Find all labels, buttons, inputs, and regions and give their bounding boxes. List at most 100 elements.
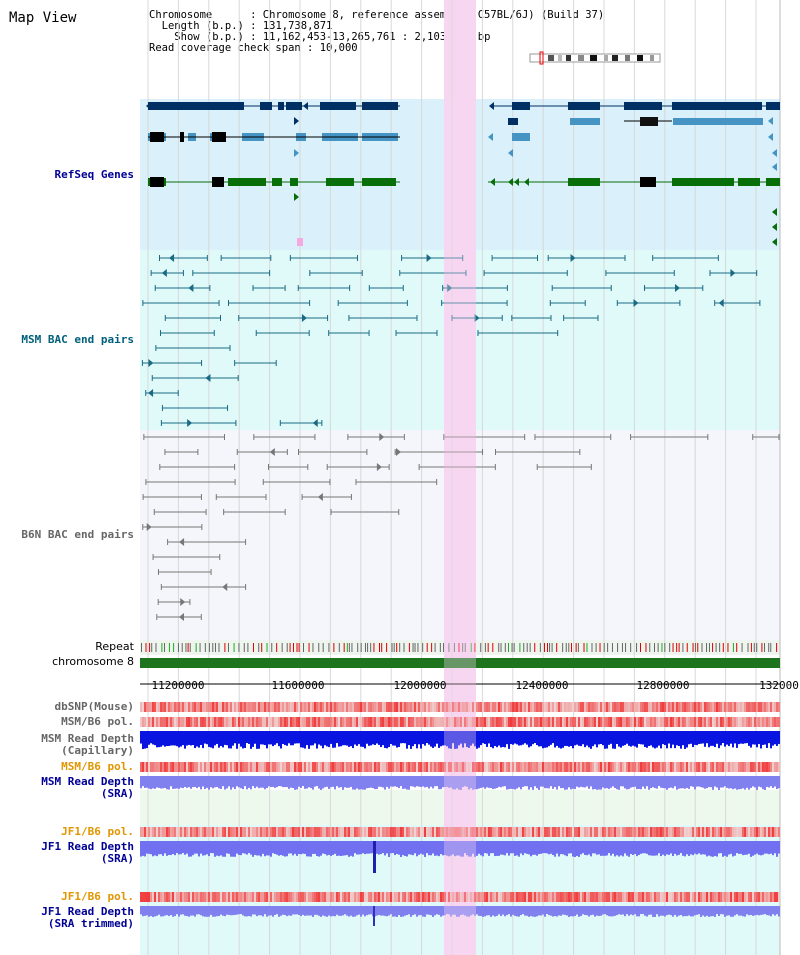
coverage-cell bbox=[356, 827, 358, 837]
coverage-cell bbox=[426, 717, 428, 727]
coverage-cell bbox=[168, 762, 170, 772]
read-depth-bar bbox=[250, 776, 252, 790]
coverage-cell bbox=[588, 717, 590, 727]
repeat-element bbox=[568, 643, 570, 652]
msm-bac-label[interactable]: MSM BAC end pairs bbox=[21, 333, 134, 346]
coverage-cell bbox=[742, 702, 744, 712]
coverage-cell bbox=[328, 892, 330, 902]
coverage-cell bbox=[380, 762, 382, 772]
coverage-cell bbox=[564, 827, 566, 837]
coverage-cell bbox=[726, 762, 728, 772]
jf1-depth-trimmed-label[interactable]: JF1 Read Depth (SRA trimmed) bbox=[41, 906, 134, 930]
coverage-cell bbox=[286, 702, 288, 712]
coverage-cell bbox=[434, 892, 436, 902]
read-depth-bar bbox=[464, 841, 466, 854]
read-depth-bar bbox=[696, 841, 698, 855]
coverage-cell bbox=[646, 827, 648, 837]
coverage-cell bbox=[420, 827, 422, 837]
read-depth-bar bbox=[382, 841, 384, 854]
msm-b6-pol-sra-label[interactable]: MSM/B6 pol. bbox=[61, 760, 134, 773]
coverage-cell bbox=[236, 892, 238, 902]
read-depth-bar bbox=[500, 731, 502, 748]
read-depth-bar bbox=[700, 731, 702, 744]
coverage-cell bbox=[300, 702, 302, 712]
dbsnp-label[interactable]: dbSNP(Mouse) bbox=[54, 700, 134, 713]
coverage-cell bbox=[718, 827, 720, 837]
read-depth-bar bbox=[262, 776, 264, 788]
read-depth-bar bbox=[576, 841, 578, 856]
read-depth-bar bbox=[766, 906, 768, 916]
coverage-cell bbox=[418, 827, 420, 837]
b6n-bac-label[interactable]: B6N BAC end pairs bbox=[21, 528, 134, 541]
msm-b6-pol-label[interactable]: MSM/B6 pol. bbox=[61, 715, 134, 728]
read-depth-bar bbox=[420, 906, 422, 916]
coverage-cell bbox=[514, 827, 516, 837]
read-depth-bar bbox=[194, 731, 196, 749]
coverage-cell bbox=[228, 762, 230, 772]
coverage-cell bbox=[412, 827, 414, 837]
msm-depth-capillary-label[interactable]: MSM Read Depth (Capillary) bbox=[41, 733, 134, 757]
read-depth-bar bbox=[756, 906, 758, 915]
coverage-cell bbox=[638, 892, 640, 902]
coverage-cell bbox=[680, 827, 682, 837]
coverage-cell bbox=[466, 892, 468, 902]
refseq-genes-label[interactable]: RefSeq Genes bbox=[54, 168, 134, 181]
read-depth-bar bbox=[334, 906, 336, 917]
coverage-cell bbox=[390, 702, 392, 712]
coverage-cell bbox=[692, 892, 694, 902]
read-depth-bar bbox=[474, 906, 476, 916]
jf1-pol-trimmed-label[interactable]: JF1/B6 pol. bbox=[61, 890, 134, 903]
repeat-element bbox=[761, 643, 763, 652]
read-depth-bar bbox=[252, 841, 254, 857]
coverage-cell bbox=[722, 762, 724, 772]
read-depth-bar bbox=[644, 731, 646, 748]
coverage-cell bbox=[366, 827, 368, 837]
read-depth-bar bbox=[510, 731, 512, 745]
coverage-cell bbox=[548, 762, 550, 772]
read-depth-bar bbox=[368, 906, 370, 915]
read-depth-bar bbox=[658, 731, 660, 746]
read-depth-bar bbox=[172, 841, 174, 855]
coverage-cell bbox=[774, 702, 776, 712]
coverage-cell bbox=[192, 827, 194, 837]
read-depth-bar bbox=[198, 906, 200, 915]
coverage-cell bbox=[326, 827, 328, 837]
coverage-cell bbox=[622, 717, 624, 727]
coverage-cell bbox=[648, 827, 650, 837]
coverage-cell bbox=[672, 762, 674, 772]
coverage-cell bbox=[548, 717, 550, 727]
coverage-cell bbox=[554, 702, 556, 712]
read-depth-bar bbox=[570, 841, 572, 854]
coverage-cell bbox=[742, 827, 744, 837]
read-depth-bar bbox=[460, 906, 462, 915]
msm-depth-sra-label[interactable]: MSM Read Depth (SRA) bbox=[41, 776, 134, 800]
read-depth-bar bbox=[468, 841, 470, 857]
read-depth-bar bbox=[308, 906, 310, 916]
read-depth-bar bbox=[328, 731, 330, 748]
coverage-cell bbox=[358, 702, 360, 712]
read-depth-bar bbox=[146, 906, 148, 916]
coverage-cell bbox=[516, 717, 518, 727]
coverage-cell bbox=[168, 717, 170, 727]
read-depth-bar bbox=[416, 731, 418, 749]
read-depth-bar bbox=[676, 841, 678, 856]
ideogram-band bbox=[578, 55, 584, 61]
coverage-cell bbox=[724, 717, 726, 727]
coverage-cell bbox=[350, 717, 352, 727]
coverage-cell bbox=[218, 892, 220, 902]
read-depth-bar bbox=[634, 776, 636, 787]
read-depth-bar bbox=[556, 906, 558, 917]
coverage-cell bbox=[618, 827, 620, 837]
jf1-pol-label[interactable]: JF1/B6 pol. bbox=[61, 825, 134, 838]
coverage-cell bbox=[678, 702, 680, 712]
coverage-cell bbox=[420, 717, 422, 727]
coverage-cell bbox=[472, 827, 474, 837]
jf1-depth-sra-label[interactable]: JF1 Read Depth (SRA) bbox=[41, 841, 134, 865]
coverage-cell bbox=[572, 717, 574, 727]
read-depth-bar bbox=[140, 776, 142, 789]
repeat-element bbox=[343, 643, 345, 652]
repeat-element bbox=[583, 643, 585, 652]
coverage-cell bbox=[368, 892, 370, 902]
